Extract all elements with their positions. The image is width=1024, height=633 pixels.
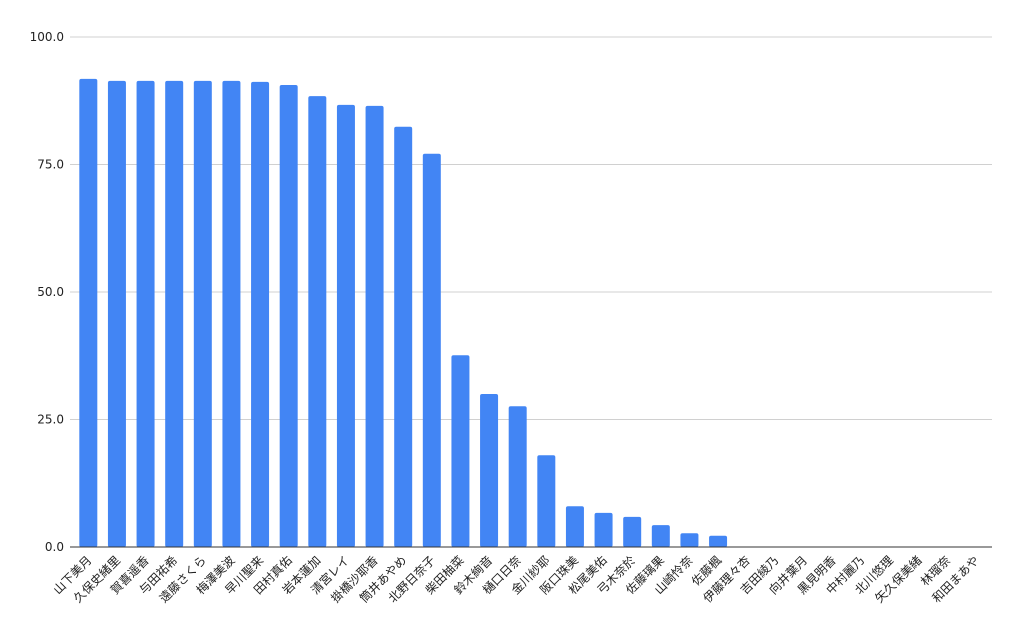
bar — [365, 105, 384, 547]
bar — [594, 512, 613, 547]
bar — [451, 355, 470, 547]
bar — [565, 506, 584, 547]
bar — [336, 104, 355, 547]
bar — [222, 80, 241, 548]
bar — [79, 78, 98, 547]
bar — [308, 96, 327, 547]
bar — [107, 80, 126, 548]
bar — [680, 533, 699, 547]
bar — [709, 535, 728, 547]
y-tick-label: 100.0 — [30, 30, 64, 44]
y-tick-label: 25.0 — [37, 413, 64, 427]
y-tick-label: 50.0 — [37, 285, 64, 299]
y-tick-label: 75.0 — [37, 158, 64, 172]
bar — [165, 80, 184, 548]
bar — [651, 525, 670, 547]
bar — [508, 406, 527, 547]
bar — [480, 394, 499, 547]
bar — [193, 80, 212, 548]
bar — [537, 455, 556, 547]
bar — [279, 84, 298, 547]
bar — [623, 516, 642, 547]
bar — [136, 80, 155, 548]
bar — [422, 153, 441, 548]
bar — [394, 126, 413, 547]
bar — [251, 81, 270, 547]
y-tick-label: 0.0 — [45, 540, 64, 554]
